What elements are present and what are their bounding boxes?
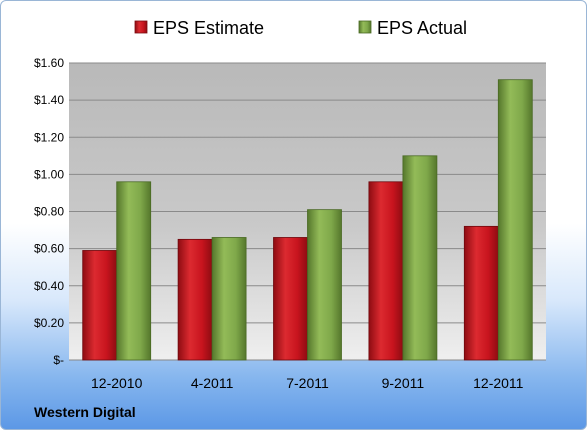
x-category-label: 4-2011	[191, 375, 234, 391]
legend-label-eps-estimate: EPS Estimate	[153, 18, 264, 38]
y-tick-label: $1.60	[34, 56, 64, 70]
y-tick-label: $0.60	[34, 242, 64, 256]
y-tick-label: $1.20	[34, 130, 64, 144]
bar-eps-actual	[307, 209, 342, 361]
legend-swatch-eps-estimate	[134, 20, 148, 34]
x-category-label: 12-2011	[473, 375, 524, 391]
y-tick-label: $0.40	[34, 279, 64, 293]
bar-eps-actual	[116, 181, 152, 361]
legend-label-eps-actual: EPS Actual	[377, 18, 467, 38]
bar-eps-estimate	[82, 250, 118, 361]
x-axis-category-labels: 12-2010 4-2011 7-2011 9-2011 12-2011	[91, 375, 524, 391]
legend-swatch-eps-actual	[358, 20, 372, 34]
x-category-label: 7-2011	[286, 375, 329, 391]
y-tick-label: $1.40	[34, 93, 64, 107]
x-category-label: 9-2011	[382, 375, 425, 391]
y-tick-label: $0.80	[34, 205, 64, 219]
bar-eps-estimate	[177, 238, 213, 361]
y-tick-label: $-	[53, 353, 64, 367]
bar-eps-estimate	[463, 225, 499, 361]
bars	[82, 79, 533, 361]
company-name: Western Digital	[34, 404, 136, 420]
y-tick-label: $1.00	[34, 167, 64, 181]
bar-eps-actual	[211, 237, 247, 361]
legend: EPS Estimate EPS Actual	[134, 18, 467, 38]
bar-eps-estimate	[368, 181, 404, 361]
legend-item-eps-estimate: EPS Estimate	[134, 18, 264, 38]
y-axis-tick-labels: $- $0.20 $0.40 $0.60 $0.80 $1.00 $1.20 $1.40 $1.…	[34, 56, 64, 367]
bar-eps-estimate	[273, 237, 308, 361]
bar-eps-actual	[402, 155, 438, 361]
bar-eps-actual	[497, 79, 533, 361]
legend-item-eps-actual: EPS Actual	[358, 18, 467, 38]
y-tick-label: $0.20	[34, 316, 64, 330]
x-category-label: 12-2010	[91, 375, 143, 391]
